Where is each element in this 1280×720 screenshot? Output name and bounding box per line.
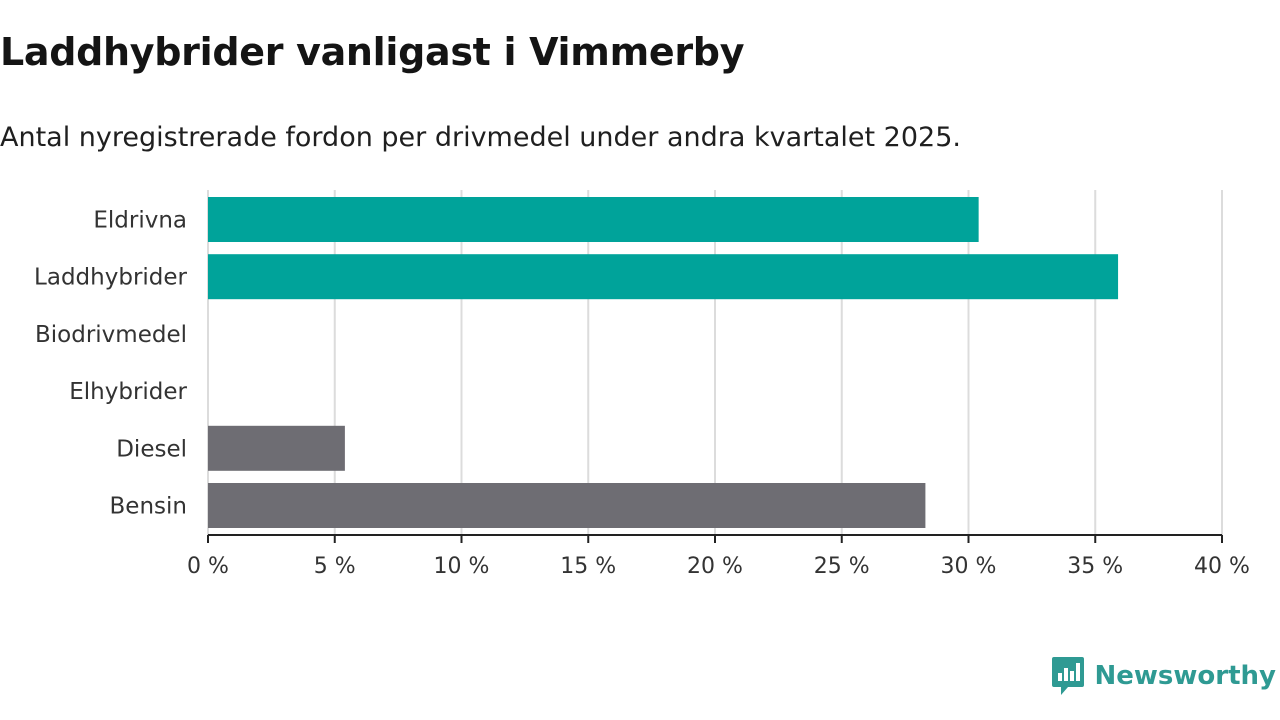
chart-subtitle: Antal nyregistrerade fordon per drivmede… — [0, 122, 961, 153]
bar-laddhybrider — [208, 254, 1119, 300]
brand-name: Newsworthy — [1094, 661, 1276, 691]
x-tick-label: 20 % — [687, 554, 743, 579]
x-tick-label: 25 % — [814, 554, 870, 579]
category-label: Elhybrider — [69, 379, 187, 405]
gridlines — [207, 190, 1223, 535]
category-label: Laddhybrider — [34, 265, 187, 291]
category-labels: Eldrivna Laddhybrider Biodrivmedel Elhybrid… — [34, 208, 187, 520]
x-tick-label: 15 % — [560, 554, 616, 579]
category-label: Eldrivna — [93, 208, 187, 234]
bar-bensin — [208, 483, 926, 528]
brand-logo: Newsworthy — [1051, 654, 1276, 698]
x-tick-label: 10 % — [434, 554, 490, 579]
x-tick-label: 30 % — [941, 554, 997, 579]
x-tick-label: 0 % — [187, 554, 229, 579]
category-label: Biodrivmedel — [35, 322, 187, 348]
category-label: Bensin — [110, 494, 187, 520]
x-tick-label: 40 % — [1194, 554, 1250, 579]
bar-diesel — [208, 425, 345, 471]
x-axis: 0 % 5 % 10 % 15 % 20 % 25 % 30 % 35 % 40 % — [187, 534, 1250, 579]
page-title: Laddhybrider vanligast i Vimmerby — [0, 30, 745, 74]
x-tick-label: 35 % — [1067, 554, 1123, 579]
bar-chart-speech-bubble-icon — [1051, 657, 1084, 695]
bars — [208, 197, 1119, 528]
category-label: Diesel — [116, 436, 187, 462]
bar-eldrivna — [208, 197, 979, 242]
x-tick-label: 5 % — [314, 554, 356, 579]
